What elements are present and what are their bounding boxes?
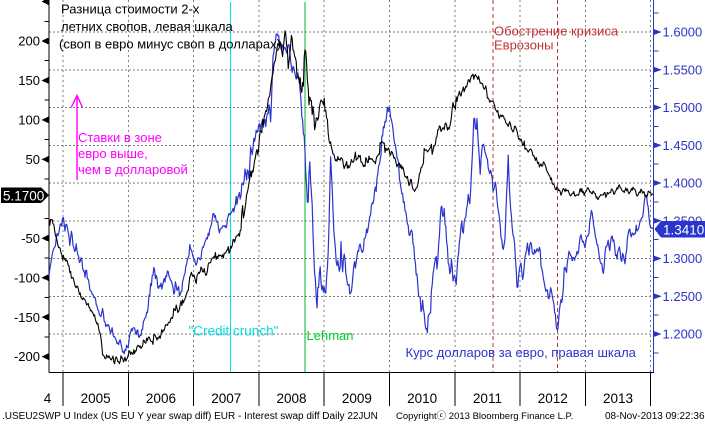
svg-text:2011: 2011 (473, 391, 502, 406)
svg-text:1.5500: 1.5500 (663, 62, 703, 77)
svg-text:2007: 2007 (211, 391, 241, 406)
svg-text:Lehman: Lehman (307, 328, 354, 343)
svg-text:.USEU2SWP U Index (US EU Y yea: .USEU2SWP U Index (US EU Y year swap dif… (2, 411, 378, 422)
svg-text:2005: 2005 (81, 391, 111, 406)
svg-text:Курс долларов за евро, правая: Курс долларов за евро, правая шкала (406, 345, 637, 360)
svg-text:1.3000: 1.3000 (663, 251, 703, 266)
svg-text:150: 150 (18, 73, 40, 88)
svg-text:Еврозоны: Еврозоны (494, 38, 553, 53)
svg-text:"Credit crunch": "Credit crunch" (189, 324, 279, 339)
svg-text:1.2000: 1.2000 (663, 327, 703, 342)
svg-text:5.1700: 5.1700 (3, 188, 44, 203)
svg-text:1.4000: 1.4000 (663, 176, 703, 191)
svg-text:1.6000: 1.6000 (663, 25, 703, 40)
svg-text:08-Nov-2013 09:22:36: 08-Nov-2013 09:22:36 (605, 411, 705, 422)
svg-text:2009: 2009 (342, 391, 372, 406)
svg-text:Обострение кризиса: Обострение кризиса (494, 24, 619, 39)
svg-text:1.2500: 1.2500 (663, 289, 703, 304)
svg-text:Разница стоимости 2-х: Разница стоимости 2-х (61, 2, 200, 17)
svg-text:-150: -150 (14, 310, 40, 325)
svg-text:4: 4 (44, 391, 52, 406)
svg-text:100: 100 (18, 113, 40, 128)
svg-text:2006: 2006 (146, 391, 176, 406)
svg-text:-50: -50 (21, 231, 40, 246)
svg-text:Copyrightⓒ 2013 Bloomberg Fina: Copyrightⓒ 2013 Bloomberg Finance L.P. (396, 411, 573, 422)
svg-text:евро выше,: евро выше, (78, 146, 148, 161)
svg-text:1.4500: 1.4500 (663, 138, 703, 153)
svg-text:50: 50 (26, 152, 40, 167)
svg-text:1.5000: 1.5000 (663, 100, 703, 115)
svg-text:2010: 2010 (407, 391, 437, 406)
svg-text:летних свопов, левая шкала: летних свопов, левая шкала (61, 19, 233, 34)
svg-text:чем в долларовой: чем в долларовой (78, 162, 188, 177)
svg-text:-200: -200 (14, 349, 40, 364)
svg-text:Ставки в зоне: Ставки в зоне (78, 130, 162, 145)
svg-text:2012: 2012 (538, 391, 568, 406)
svg-text:1.3410: 1.3410 (663, 222, 704, 237)
svg-text:200: 200 (18, 34, 40, 49)
svg-text:2008: 2008 (277, 391, 307, 406)
svg-text:-100: -100 (14, 270, 40, 285)
svg-text:(своп в евро минус своп в долл: (своп в евро минус своп в долларах) (59, 37, 281, 52)
svg-text:2013: 2013 (603, 391, 633, 406)
